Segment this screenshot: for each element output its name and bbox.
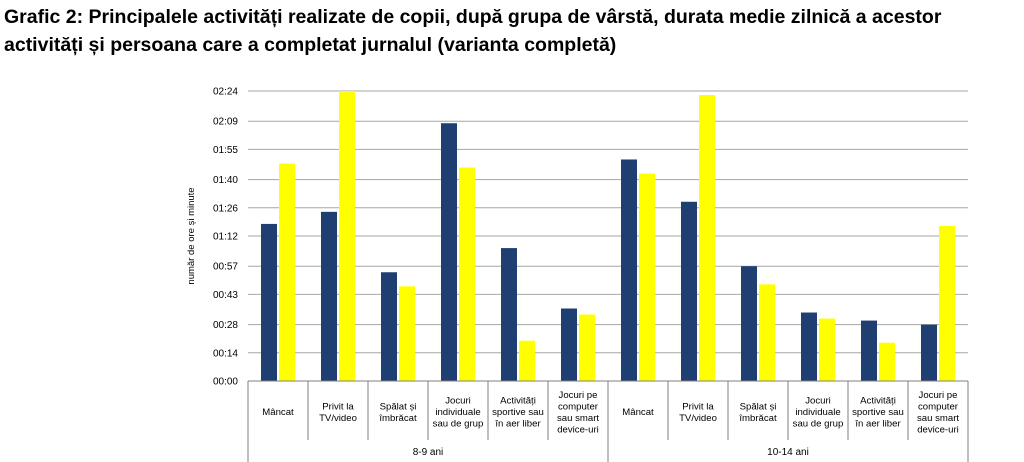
category-label: Spălat și îmbrăcat — [738, 401, 777, 424]
bar-series-2 — [819, 318, 835, 381]
y-tick-label: 00:00 — [213, 377, 238, 388]
bar-series-2 — [459, 167, 475, 381]
bar-series-2 — [519, 340, 535, 381]
group-label: 10-14 ani — [767, 447, 809, 458]
category-label: Activități sportive sau în aer liber — [492, 396, 544, 430]
y-axis-label: număr de ore și minute — [186, 187, 197, 284]
y-tick-label: 01:55 — [213, 145, 238, 156]
y-tick-label: 01:12 — [213, 232, 238, 243]
bar-series-2 — [279, 163, 295, 381]
category-label: Privit la TV/video — [679, 401, 717, 424]
category-label: Jocuri pe computer sau smart device-uri — [557, 390, 599, 436]
chart-title: Grafic 2: Principalele activități realiz… — [4, 3, 1020, 59]
y-tick-label: 02:24 — [213, 87, 238, 98]
y-tick-label: 01:40 — [213, 175, 238, 186]
chart-title-line-1: Grafic 2: Principalele activități realiz… — [4, 6, 942, 28]
bar-series-2 — [939, 225, 955, 381]
category-label: Jocuri individuale sau de grup — [433, 396, 484, 430]
bar-series-1 — [321, 211, 337, 381]
bar-series-2 — [879, 342, 895, 381]
bar-series-1 — [501, 248, 517, 381]
bar-series-2 — [399, 286, 415, 381]
category-label: Privit la TV/video — [319, 401, 357, 424]
category-label: Jocuri individuale sau de grup — [793, 396, 844, 430]
bar-series-1 — [621, 159, 637, 381]
group-label: 8-9 ani — [413, 447, 444, 458]
bar-series-1 — [381, 272, 397, 381]
bar-series-1 — [921, 324, 937, 381]
bar-series-1 — [741, 266, 757, 381]
category-label: Activități sportive sau în aer liber — [852, 396, 904, 430]
bar-series-1 — [681, 201, 697, 381]
bar-series-2 — [759, 284, 775, 381]
y-tick-label: 00:14 — [213, 348, 238, 359]
bar-series-1 — [261, 223, 277, 381]
y-tick-label: 02:09 — [213, 117, 238, 128]
y-tick-label: 01:26 — [213, 203, 238, 214]
bar-series-1 — [441, 123, 457, 381]
y-tick-label: 00:57 — [213, 262, 238, 273]
category-label: Mâncat — [262, 407, 294, 418]
bar-series-2 — [639, 173, 655, 381]
bar-series-2 — [579, 314, 595, 381]
y-tick-label: 00:43 — [213, 290, 238, 301]
category-label: Spălat și îmbrăcat — [378, 401, 417, 424]
chart-title-line-2: activități și persoana care a completat … — [4, 34, 617, 56]
bar-series-2 — [339, 91, 355, 381]
bar-series-1 — [861, 320, 877, 381]
bar-series-1 — [561, 308, 577, 381]
category-label: Jocuri pe computer sau smart device-uri — [917, 390, 959, 436]
bar-series-1 — [801, 312, 817, 381]
y-tick-label: 00:28 — [213, 320, 238, 331]
bar-series-2 — [699, 95, 715, 382]
category-label: Mâncat — [622, 407, 654, 418]
